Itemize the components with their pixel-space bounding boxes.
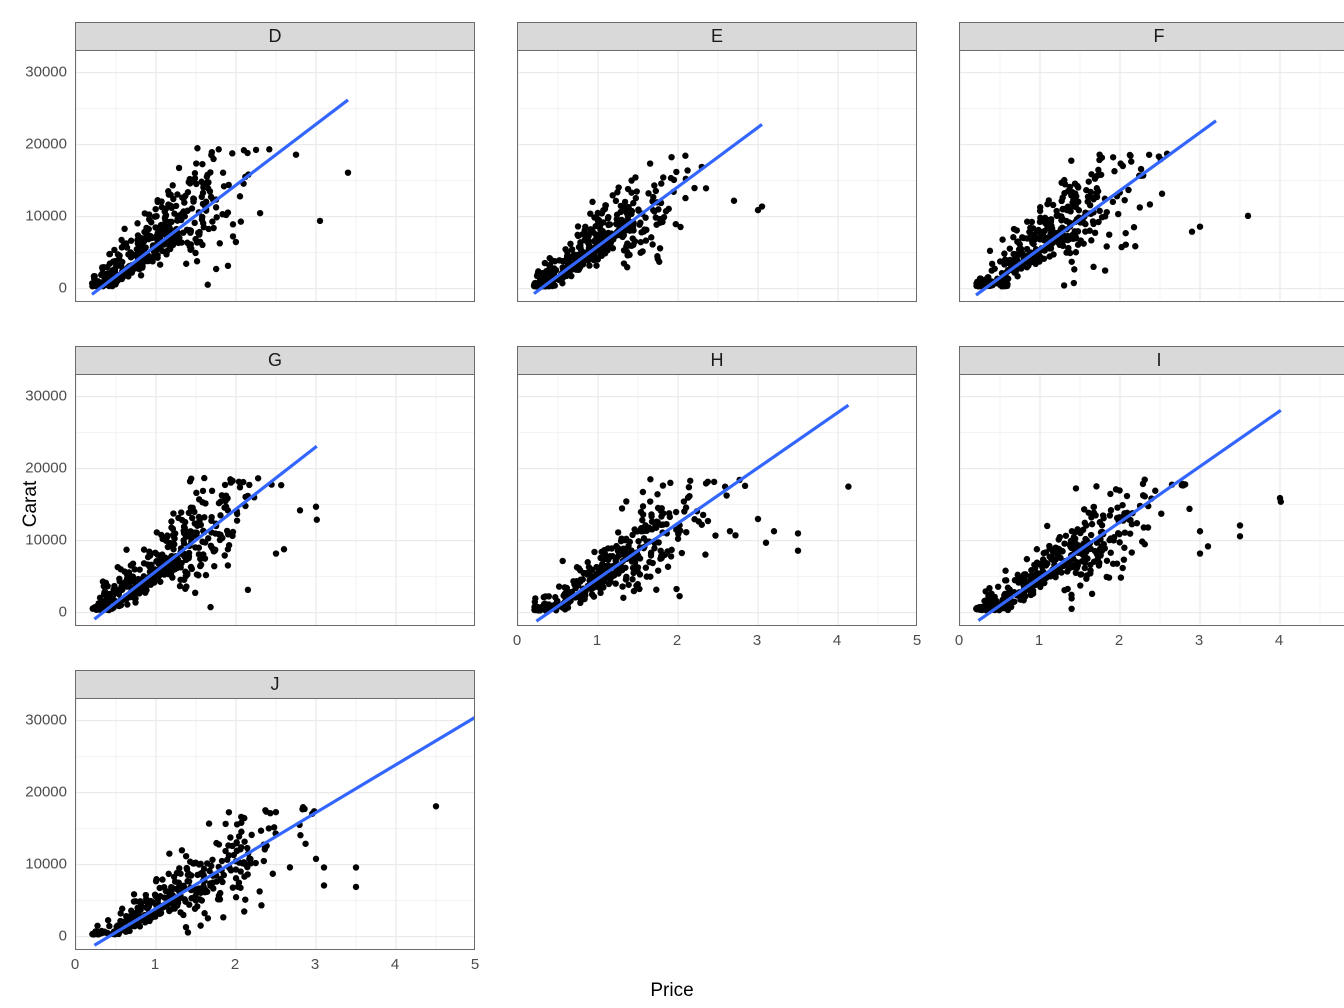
facet-H: H [517,346,917,626]
y-tick-label: 30000 [7,711,67,728]
x-tick-label: 4 [833,632,841,649]
facet-E: E [517,22,917,302]
y-axis-title: Carat [20,481,42,527]
regression-line [976,121,1216,295]
facet-J: J [75,670,475,950]
facet-scatter-grid: Carat Price D0100002000030000EFG01000020… [0,0,1344,1008]
y-tick-label: 10000 [7,207,67,224]
x-tick-label: 4 [1275,632,1283,649]
x-axis-title: Price [650,980,693,1002]
facet-strip: D [75,22,475,50]
x-tick-label: 2 [1115,632,1123,649]
facet-plot [75,50,475,302]
facet-strip: H [517,346,917,374]
y-tick-label: 30000 [7,63,67,80]
x-tick-label: 0 [513,632,521,649]
regression-line [536,405,848,621]
regression-line [92,100,348,294]
y-tick-label: 30000 [7,387,67,404]
x-tick-label: 3 [1195,632,1203,649]
y-tick-label: 0 [7,927,67,944]
x-tick-label: 1 [151,956,159,973]
facet-strip: F [959,22,1344,50]
facet-D: D [75,22,475,302]
facet-plot [75,698,475,950]
x-tick-label: 2 [231,956,239,973]
x-tick-label: 1 [1035,632,1043,649]
x-tick-label: 1 [593,632,601,649]
facet-I: I [959,346,1344,626]
facet-strip: I [959,346,1344,374]
facet-plot [75,374,475,626]
regression-line [534,124,762,293]
facet-strip: G [75,346,475,374]
facet-plot [959,374,1344,626]
facet-plot [517,374,917,626]
x-tick-label: 3 [753,632,761,649]
regression-line [94,446,316,619]
y-tick-label: 0 [7,279,67,296]
facet-F: F [959,22,1344,302]
y-tick-label: 10000 [7,531,67,548]
facet-G: G [75,346,475,626]
x-tick-label: 0 [71,956,79,973]
x-tick-label: 3 [311,956,319,973]
x-tick-label: 0 [955,632,963,649]
regression-line [978,410,1280,620]
x-tick-label: 5 [913,632,921,649]
y-tick-label: 20000 [7,459,67,476]
facet-plot [517,50,917,302]
y-tick-label: 20000 [7,783,67,800]
regression-line [94,716,475,945]
facet-strip: E [517,22,917,50]
facet-strip: J [75,670,475,698]
x-tick-label: 4 [391,956,399,973]
y-tick-label: 0 [7,603,67,620]
y-tick-label: 20000 [7,135,67,152]
x-tick-label: 5 [471,956,479,973]
y-tick-label: 10000 [7,855,67,872]
x-tick-label: 2 [673,632,681,649]
facet-plot [959,50,1344,302]
